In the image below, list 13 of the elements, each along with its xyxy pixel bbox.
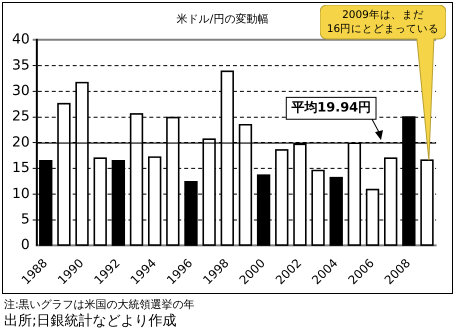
y-tick-label: 25 (12, 108, 30, 125)
y-tick-label: 35 (12, 57, 30, 74)
y-tick-label: 0 (20, 237, 30, 254)
y-tick-label: 15 (12, 160, 30, 176)
y-tick-label: 5 (20, 211, 30, 228)
y-tick-label: 40 (12, 32, 30, 48)
text: 注:黒いグラフは米国の大統領選挙の年 (4, 297, 195, 312)
chart-title: 米ドル/円の変動幅 (176, 12, 268, 26)
y-tick-label: 20 (12, 134, 30, 150)
y-tick-label: 30 (12, 82, 30, 99)
text: 出所;日銀統計などより作成 (4, 312, 177, 330)
y-tick-label: 10 (12, 186, 30, 202)
ref-line-label: 平均19.94円 (290, 100, 372, 116)
